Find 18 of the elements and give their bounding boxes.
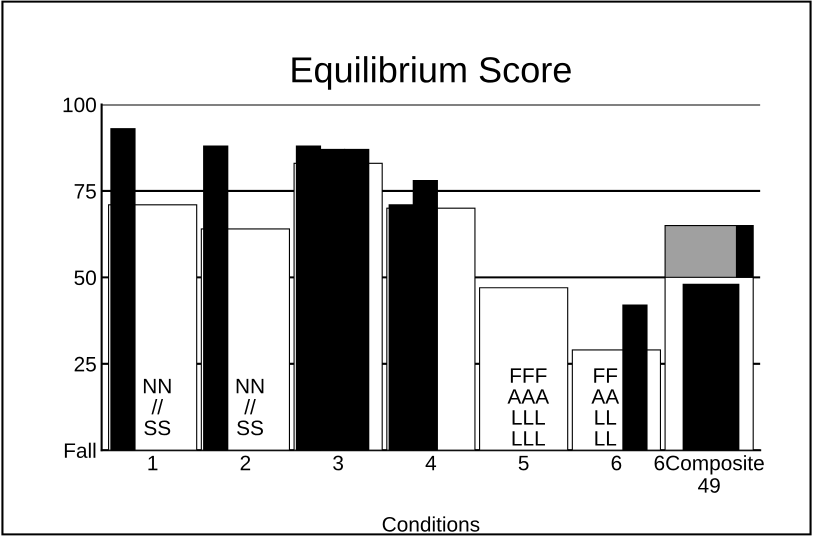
annotation: FF AA LL LL <box>591 368 620 446</box>
y-tick-label: Fall <box>64 442 96 458</box>
y-tick-label: 100 <box>64 98 96 112</box>
x-tick-label: 6Composite 49 <box>654 455 764 493</box>
y-tick-label: 25 <box>74 356 96 372</box>
annotation: FFF AAA LLL LLL <box>507 368 550 446</box>
x-tick-label: 3 <box>333 456 344 470</box>
x-tick-label: 4 <box>426 456 436 470</box>
x-tick-label: 2 <box>240 456 250 470</box>
x-axis-title: Conditions <box>382 516 480 532</box>
x-tick-label: 5 <box>518 456 529 470</box>
x-tick-label: 1 <box>148 456 158 470</box>
annotation: NN // SS <box>236 378 264 436</box>
y-tick-label: 50 <box>74 270 96 286</box>
chart-title: Equilibrium Score <box>292 56 571 90</box>
x-tick-label: 6 <box>612 456 622 470</box>
annotation: NN // SS <box>144 378 171 436</box>
y-tick-label: 75 <box>74 184 96 199</box>
